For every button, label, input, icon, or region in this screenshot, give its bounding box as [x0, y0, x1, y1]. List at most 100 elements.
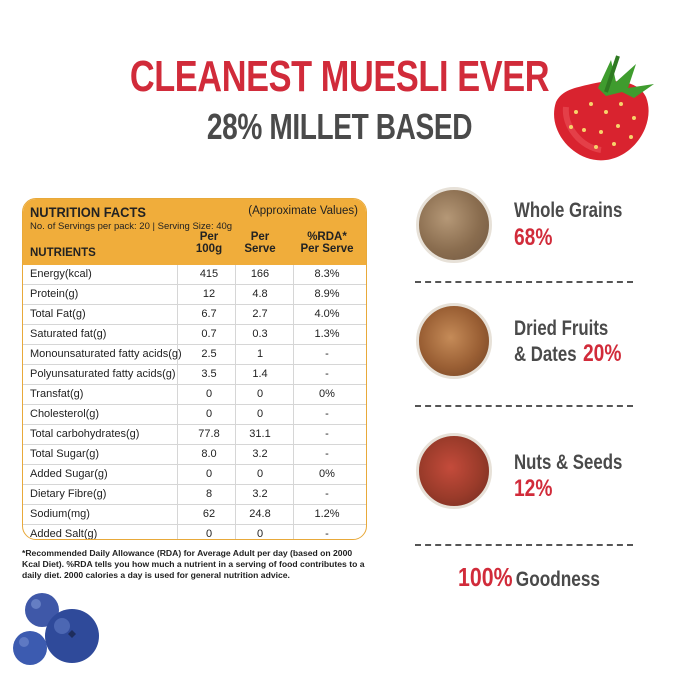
- rda-value: 0%: [319, 468, 335, 480]
- dried-fruits-label-2: & Dates: [514, 343, 577, 366]
- rda-value: 1.3%: [314, 328, 340, 340]
- table-row: Added Sugar(g) 0 0 0%: [23, 465, 366, 485]
- rda-value: -: [325, 488, 329, 500]
- col-per-serve: Per Serve: [244, 231, 276, 255]
- per100-value: 6.7: [201, 308, 217, 320]
- nutrient-name: Sodium(mg): [30, 508, 90, 520]
- per-serve-value: 0: [256, 388, 264, 400]
- per-serve-value: 1: [256, 348, 264, 360]
- per-serve-value: 3.2: [252, 448, 268, 460]
- per-serve-value: 0.3: [252, 328, 268, 340]
- table-row: Protein(g) 12 4.8 8.9%: [23, 285, 366, 305]
- per-serve-value: 3.2: [252, 488, 268, 500]
- rda-value: -: [325, 528, 329, 540]
- nuts-seeds-pct: 12%: [514, 475, 553, 502]
- per100-value: 77.8: [198, 428, 220, 440]
- nutrient-name: Energy(kcal): [30, 268, 92, 280]
- nutrient-name: Added Salt(g): [30, 528, 98, 540]
- nutrient-name: Added Sugar(g): [30, 468, 108, 480]
- table-row: Total Sugar(g) 8.0 3.2 -: [23, 445, 366, 465]
- dried-fruits-icon: [416, 303, 492, 379]
- nutrient-name: Polyunsaturated fatty acids(g): [30, 368, 176, 380]
- nutrient-name: Saturated fat(g): [30, 328, 107, 340]
- table-row: Dietary Fibre(g) 8 3.2 -: [23, 485, 366, 505]
- page-subtitle: 28% MILLET BASED: [206, 106, 473, 147]
- table-row: Total Fat(g) 6.7 2.7 4.0%: [23, 305, 366, 325]
- divider: [415, 544, 633, 546]
- nutrient-name: Total carbohydrates(g): [30, 428, 140, 440]
- rda-value: 4.0%: [314, 308, 340, 320]
- table-row: Cholesterol(g) 0 0 -: [23, 405, 366, 425]
- per100-value: 62: [202, 508, 216, 520]
- per-serve-value: 166: [250, 268, 270, 280]
- divider: [415, 281, 633, 283]
- rda-value: 1.2%: [314, 508, 340, 520]
- table-row: Saturated fat(g) 0.7 0.3 1.3%: [23, 325, 366, 345]
- table-row: Monounsaturated fatty acids(g) 2.5 1 -: [23, 345, 366, 365]
- rda-value: 8.3%: [314, 268, 340, 280]
- rda-value: -: [325, 348, 329, 360]
- strawberry-icon: [554, 55, 654, 161]
- nuts-seeds-icon: [416, 433, 492, 509]
- per-serve-value: 31.1: [249, 428, 271, 440]
- whole-grains-icon: [416, 187, 492, 263]
- goodness-pct: 100%: [458, 562, 513, 592]
- per-serve-value: 0: [256, 408, 264, 420]
- per100-value: 415: [199, 268, 219, 280]
- nutrition-header: NUTRITION FACTS (Approximate Values) No.…: [23, 199, 366, 265]
- goodness-word: Goodness: [515, 568, 601, 591]
- table-row: Added Salt(g) 0 0 -: [23, 525, 366, 540]
- serving-info: No. of Servings per pack: 20 | Serving S…: [30, 221, 233, 232]
- nutrient-name: Monounsaturated fatty acids(g): [30, 348, 182, 360]
- rda-value: -: [325, 428, 329, 440]
- per-serve-value: 4.8: [252, 288, 268, 300]
- approx-note: (Approximate Values): [248, 205, 358, 217]
- col-nutrients: NUTRIENTS: [30, 247, 96, 259]
- table-row: Transfat(g) 0 0 0%: [23, 385, 366, 405]
- nutrition-facts-table: NUTRITION FACTS (Approximate Values) No.…: [22, 198, 367, 540]
- goodness-line: 100% Goodness: [458, 562, 600, 593]
- per-serve-value: 2.7: [252, 308, 268, 320]
- nutrient-name: Total Sugar(g): [30, 448, 100, 460]
- rda-value: -: [325, 448, 329, 460]
- per100-value: 0: [205, 468, 213, 480]
- rda-footnote: *Recommended Daily Allowance (RDA) for A…: [22, 548, 365, 580]
- per-serve-value: 0: [256, 468, 264, 480]
- per100-value: 8: [205, 488, 213, 500]
- per100-value: 0.7: [201, 328, 217, 340]
- table-row: Polyunsaturated fatty acids(g) 3.5 1.4 -: [23, 365, 366, 385]
- per100-value: 12: [202, 288, 216, 300]
- table-row: Energy(kcal) 415 166 8.3%: [23, 265, 366, 285]
- page-title: CLEANEST MUESLI EVER: [129, 52, 550, 101]
- per-serve-value: 24.8: [249, 508, 271, 520]
- per100-value: 0: [205, 388, 213, 400]
- rda-value: 8.9%: [314, 288, 340, 300]
- nutrient-name: Transfat(g): [30, 388, 84, 400]
- per100-value: 0: [205, 408, 213, 420]
- per100-value: 8.0: [201, 448, 217, 460]
- col-per100: Per 100g: [195, 231, 223, 255]
- blueberry-icon: [13, 593, 99, 665]
- per100-value: 3.5: [201, 368, 217, 380]
- dried-fruits-pct: 20%: [583, 340, 622, 367]
- table-row: Sodium(mg) 62 24.8 1.2%: [23, 505, 366, 525]
- rda-value: 0%: [319, 388, 335, 400]
- nutrition-title: NUTRITION FACTS: [30, 204, 146, 220]
- table-row: Total carbohydrates(g) 77.8 31.1 -: [23, 425, 366, 445]
- per100-value: 2.5: [201, 348, 217, 360]
- whole-grains-label: Whole Grains: [514, 199, 623, 222]
- nutrient-name: Cholesterol(g): [30, 408, 100, 420]
- per100-value: 0: [205, 528, 213, 540]
- rda-value: -: [325, 368, 329, 380]
- rda-value: -: [325, 408, 329, 420]
- whole-grains-pct: 68%: [514, 224, 553, 251]
- dried-fruits-label-1: Dried Fruits: [514, 317, 609, 340]
- per-serve-value: 1.4: [252, 368, 268, 380]
- nutrition-rows: Energy(kcal) 415 166 8.3% Protein(g) 12 4.8 8.9…: [23, 265, 366, 540]
- divider: [415, 405, 633, 407]
- col-rda: %RDA* Per Serve: [300, 231, 354, 255]
- per-serve-value: 0: [256, 528, 264, 540]
- nutrient-name: Dietary Fibre(g): [30, 488, 107, 500]
- nutrient-name: Protein(g): [30, 288, 79, 300]
- nutrient-name: Total Fat(g): [30, 308, 86, 320]
